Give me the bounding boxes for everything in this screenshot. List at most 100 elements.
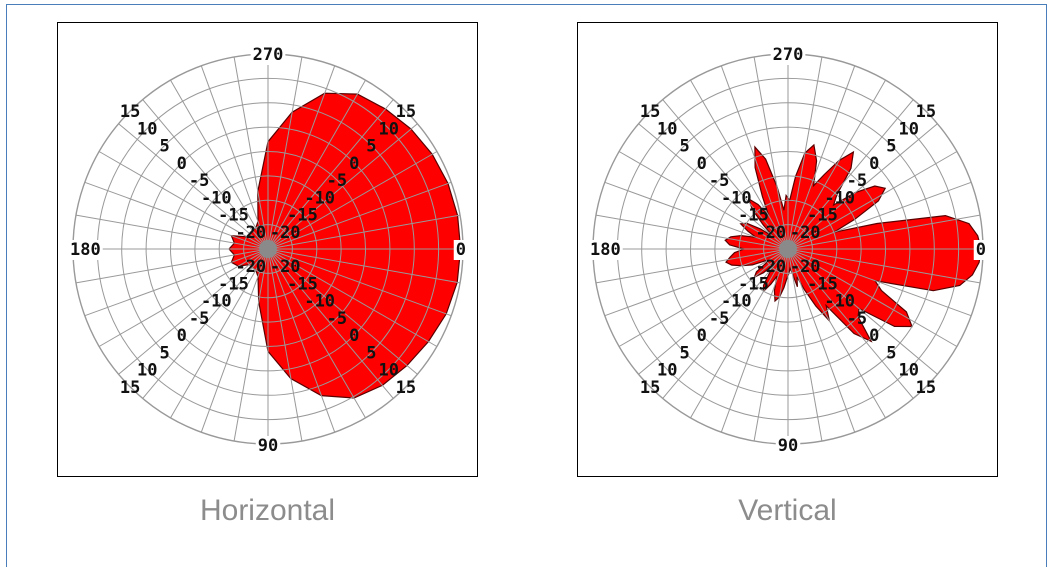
radial-tick-label: -15	[218, 275, 249, 295]
radial-tick-label: -5	[847, 309, 867, 329]
grid-spoke	[75, 248, 269, 284]
grid-spoke	[787, 56, 823, 250]
grid-spoke	[787, 248, 981, 284]
figure-frame	[6, 4, 1047, 567]
angle-label-bg	[453, 240, 468, 260]
grid-spoke	[662, 248, 789, 399]
angle-label-bg	[68, 240, 103, 260]
vertical-caption: Vertical	[738, 494, 837, 527]
grid-spoke	[604, 181, 789, 250]
radial-tick-label: -20	[790, 223, 821, 243]
radial-tick-label: -10	[201, 188, 232, 208]
angle-label-270: 270	[253, 45, 284, 65]
grid-spoke	[720, 65, 789, 250]
grid-spoke	[170, 248, 269, 419]
radial-tick-label: -20	[270, 223, 301, 243]
radial-tick-label: 15	[916, 378, 936, 398]
grid-spoke	[75, 214, 269, 250]
grid-spoke	[787, 248, 886, 419]
radial-tick-label: -15	[287, 275, 318, 295]
grid-spoke	[787, 65, 856, 250]
radial-tick-label: 0	[177, 154, 187, 174]
grid-spoke	[787, 214, 981, 250]
grid-spoke	[638, 123, 789, 250]
angle-label-90: 90	[778, 436, 798, 456]
horizontal-pattern-panel: 270 90 180 0 -20 -20 -20 -20 -15 -15 -15 -15 -10 -10-…	[57, 22, 478, 477]
grid-spoke	[267, 181, 452, 250]
radial-tick-label: 0	[697, 326, 707, 346]
grid-spoke	[267, 214, 461, 250]
grid-spoke	[200, 65, 269, 250]
radial-tick-label: 10	[137, 119, 157, 139]
grid-spoke	[267, 151, 438, 250]
grid-spoke	[98, 248, 269, 347]
radial-tick-label: -5	[189, 309, 209, 329]
radial-tick-label: -15	[738, 275, 769, 295]
radial-tick-label: -20	[235, 257, 266, 277]
radial-tick-label: -15	[287, 206, 318, 226]
radial-tick-label: 15	[120, 378, 140, 398]
grid-spoke	[118, 248, 269, 375]
grid-spoke	[142, 99, 269, 250]
grid-spoke	[233, 248, 269, 442]
radial-tick-label: 5	[886, 343, 896, 363]
grid-spoke	[233, 56, 269, 250]
radial-tick-label: -5	[327, 309, 347, 329]
radial-tick-label: -10	[304, 292, 335, 312]
grid-spoke	[267, 248, 303, 442]
radial-tick-label: -15	[218, 206, 249, 226]
radial-tick-label: 5	[679, 343, 689, 363]
angle-label-bg	[973, 240, 988, 260]
radial-tick-label: 10	[378, 361, 398, 381]
grid-spoke	[690, 79, 789, 250]
angle-label-90: 90	[258, 436, 278, 456]
radial-tick-label: 15	[120, 102, 140, 122]
radial-tick-label: -10	[824, 292, 855, 312]
grid-spoke	[267, 248, 452, 317]
vertical-pattern-panel: 270 90 180 0 -20 -20 -20 -20 -15 -15 -15 -15 -10 -10-…	[577, 22, 998, 477]
grid-spoke	[267, 123, 418, 250]
angle-label-bg	[588, 240, 623, 260]
grid-spoke	[595, 214, 789, 250]
angle-label-180: 180	[590, 240, 621, 260]
radial-tick-label: -20	[270, 257, 301, 277]
center-hub	[779, 240, 797, 258]
radial-tick-label: 15	[396, 378, 416, 398]
grid-spoke	[84, 181, 269, 250]
radial-tick-label: -20	[790, 257, 821, 277]
grid-spoke	[267, 56, 303, 250]
grid-spoke	[267, 248, 461, 284]
radial-tick-label: -10	[201, 292, 232, 312]
radial-tick-label: -10	[721, 188, 752, 208]
grid-spoke	[267, 248, 418, 375]
grid-spoke	[787, 181, 972, 250]
radial-tick-label: -5	[327, 171, 347, 191]
grid-spoke	[200, 248, 269, 433]
grid-spoke	[595, 248, 789, 284]
radial-tick-label: 0	[869, 326, 879, 346]
grid-spoke	[787, 248, 972, 317]
grid-spoke	[142, 248, 269, 399]
radial-tick-label: -5	[189, 171, 209, 191]
radial-tick-label: -10	[721, 292, 752, 312]
radial-tick-label: -20	[235, 223, 266, 243]
angle-label-180: 180	[70, 240, 101, 260]
grid-spoke	[618, 248, 789, 347]
center-hub	[259, 240, 277, 258]
radial-tick-label: -15	[807, 275, 838, 295]
radial-tick-label: -5	[709, 309, 729, 329]
radial-tick-label: 10	[898, 119, 918, 139]
radial-tick-label: 5	[679, 137, 689, 157]
grid-spoke	[170, 79, 269, 250]
grid-spoke	[118, 123, 269, 250]
grid-spoke	[720, 248, 789, 433]
grid-spoke	[84, 248, 269, 317]
grid-spoke	[753, 248, 789, 442]
radial-tick-label: 0	[697, 154, 707, 174]
grid-spoke	[267, 65, 336, 250]
radial-tick-label: -20	[755, 257, 786, 277]
radial-tick-label: -10	[304, 188, 335, 208]
radial-tick-label: 15	[640, 102, 660, 122]
horizontal-caption: Horizontal	[199, 494, 336, 527]
grid-spoke	[267, 248, 394, 399]
